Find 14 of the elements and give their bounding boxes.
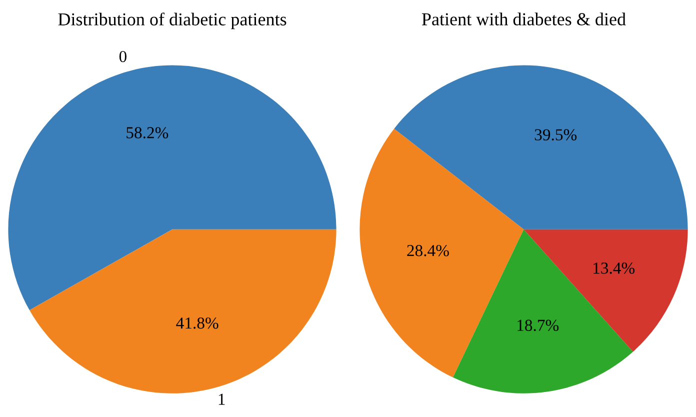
pie-slice (8, 65, 336, 310)
pie-slice (452, 229, 634, 394)
chart-title: Patient with diabetes & died (422, 12, 626, 26)
pie-slice (394, 65, 688, 230)
data-label: 28.4% (407, 244, 449, 256)
slice-label: 1 (218, 394, 225, 405)
chart-title: Distribution of diabetic patients (58, 12, 286, 30)
data-label: 41.8% (176, 317, 218, 329)
data-label: 39.5% (534, 129, 577, 140)
data-label: 13.4% (594, 262, 635, 274)
data-label: 18.7% (518, 320, 559, 332)
slice-label: 0 (119, 50, 126, 62)
pie-slice (30, 229, 336, 394)
data-label: 58.2% (126, 127, 168, 138)
